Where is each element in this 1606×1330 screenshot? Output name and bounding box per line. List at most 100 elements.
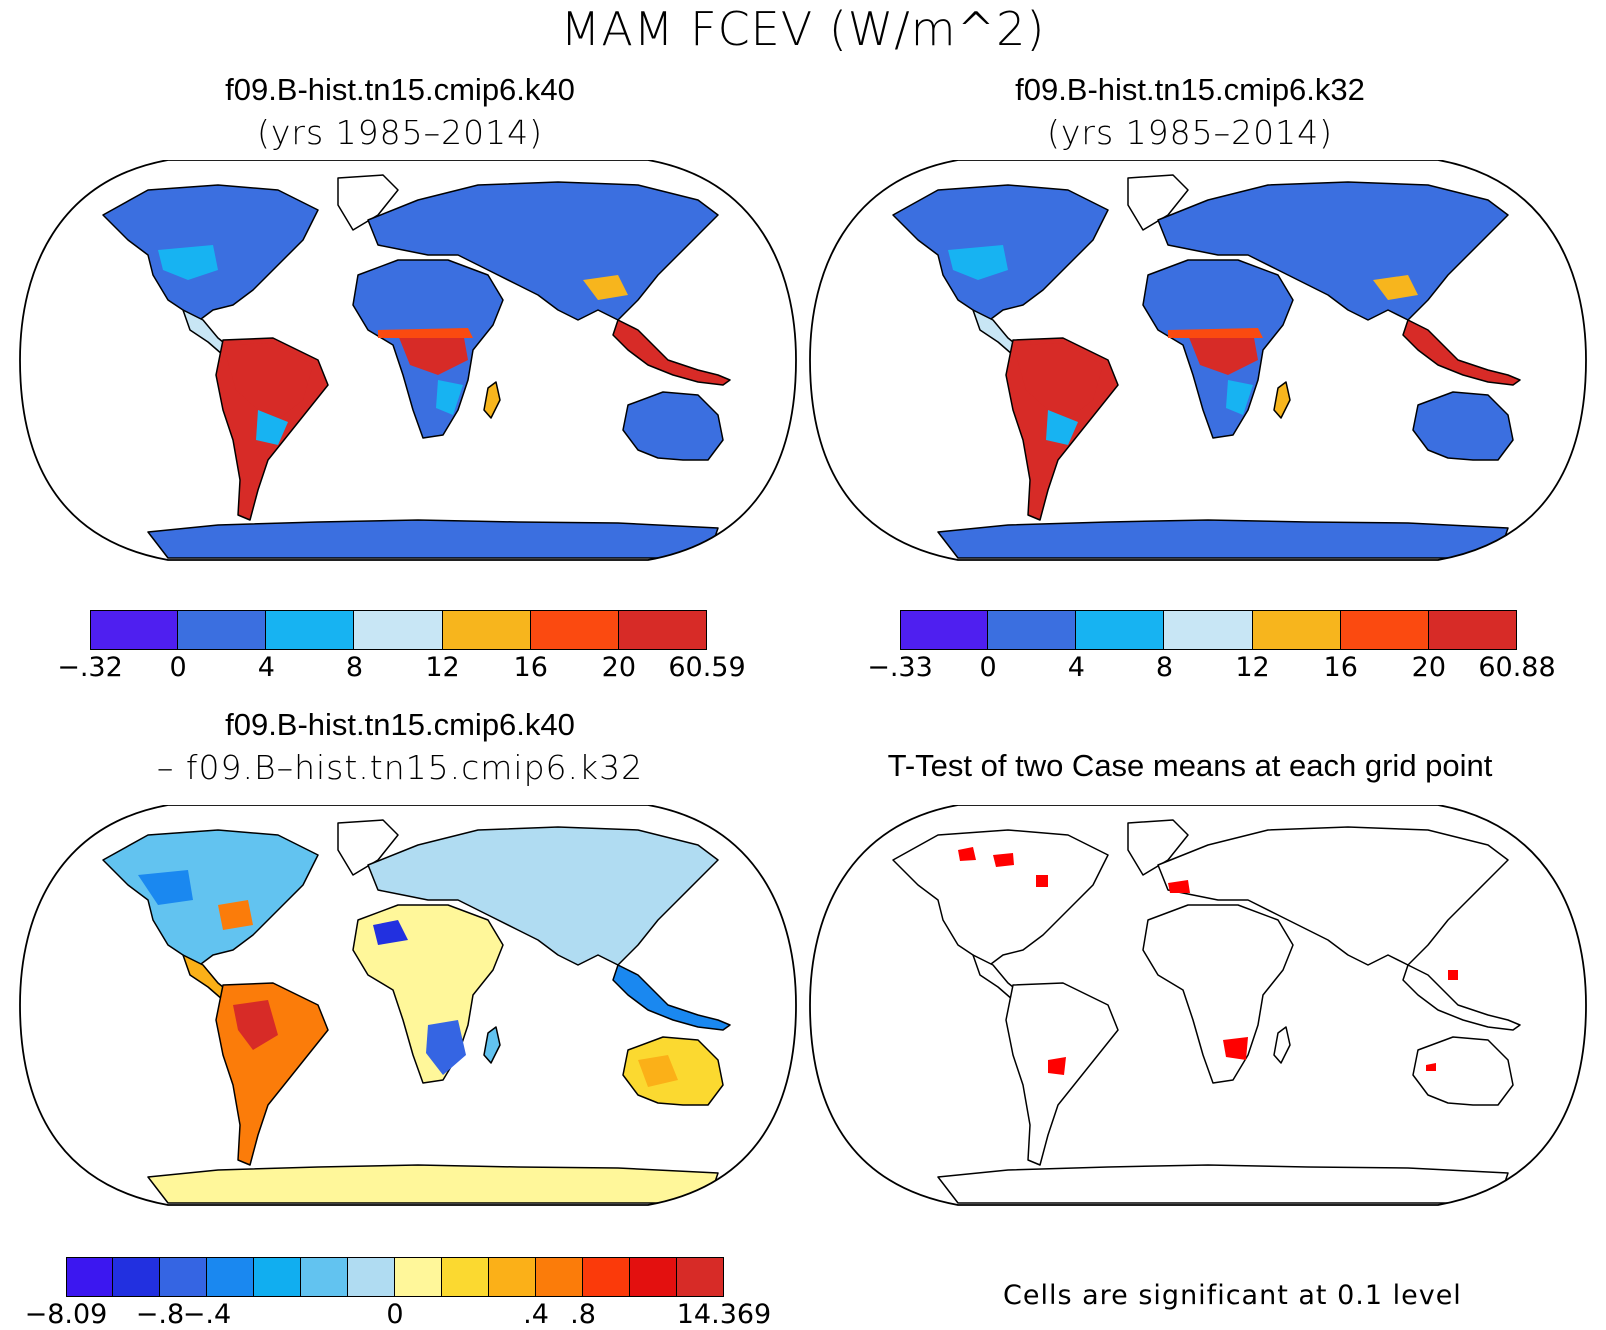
map-boundary <box>809 805 1587 1206</box>
landmass-antarctica <box>937 1164 1509 1204</box>
colorbar-tick-label: 4 <box>257 652 275 683</box>
field-patch <box>436 380 463 415</box>
field-patch <box>218 900 253 930</box>
colorbar-swatch <box>1164 610 1253 650</box>
colorbar-frame <box>90 610 707 650</box>
colorbar-swatch <box>583 1257 630 1297</box>
colorbar-swatch <box>618 610 707 650</box>
colorbar-swatch <box>354 610 443 650</box>
colorbar-swatch <box>395 1257 442 1297</box>
colorbar-swatch <box>90 610 179 650</box>
colorbar-tick-label: 4 <box>1067 652 1085 683</box>
colorbar-tick-label: 20 <box>601 652 637 683</box>
colorbar-tick-label: 14.369 <box>676 1299 772 1330</box>
landmass-madagascar <box>483 381 501 419</box>
field-patch <box>1448 970 1458 980</box>
landmass-antarctica <box>937 519 1509 559</box>
field-patch <box>638 1055 678 1087</box>
colorbar-tick-label: 60.59 <box>668 652 746 683</box>
colorbar-tick-label: 0 <box>386 1299 404 1330</box>
colorbar-swatch <box>1252 610 1341 650</box>
colorbar-swatch <box>630 1257 677 1297</box>
colorbar-tick-label: .4 <box>523 1299 549 1330</box>
colorbar-top-right: −.33 0 4 8 12 16 20 60.88 <box>867 610 1556 683</box>
landmass-madagascar <box>483 1026 501 1064</box>
colorbar-swatch <box>900 610 989 650</box>
colorbar-swatch <box>113 1257 160 1297</box>
colorbar-swatch <box>530 610 619 650</box>
map-top-right <box>809 160 1587 561</box>
colorbar-swatch <box>254 1257 301 1297</box>
colorbar-top-left: −.32 0 4 8 12 16 20 60.59 <box>57 610 746 683</box>
field-patch <box>233 1000 278 1050</box>
colorbar-tick-label: 16 <box>1323 652 1358 683</box>
landmass-seAsia <box>612 964 731 1031</box>
field-patch <box>958 847 976 861</box>
map-boundary <box>809 160 1587 561</box>
map-bottom-right <box>809 805 1587 1206</box>
colorbar-swatch <box>988 610 1077 650</box>
colorbar-swatch <box>207 1257 254 1297</box>
colorbar-frame <box>66 1257 724 1297</box>
landmass-greenland <box>337 819 399 876</box>
field-patch <box>1168 880 1190 893</box>
colorbar-tick-label: 12 <box>425 652 460 683</box>
bottom-left-title: f09.B-hist.tn15.cmip6.k40 <box>225 707 575 742</box>
field-patch <box>948 245 1008 280</box>
landmass-greenland <box>1127 174 1189 231</box>
field-patch <box>1036 875 1048 887</box>
field-patch <box>1168 328 1263 338</box>
field-patch <box>993 853 1014 867</box>
bottom-right-title: T-Test of two Case means at each grid po… <box>887 748 1493 783</box>
colorbar-swatch <box>160 1257 207 1297</box>
landmass-madagascar <box>1273 381 1291 419</box>
field-patch <box>426 1020 466 1075</box>
field-patch <box>378 328 473 338</box>
colorbar-swatch <box>442 1257 489 1297</box>
colorbar-tick-label: 20 <box>1411 652 1447 683</box>
landmass-greenland <box>337 174 399 231</box>
landmass-australia <box>1412 1036 1514 1106</box>
landmass-seAsia <box>612 319 731 386</box>
map-boundary <box>19 160 797 561</box>
colorbar-tick-label: 8 <box>345 652 364 683</box>
colorbar-swatch <box>301 1257 348 1297</box>
top-left-subtitle: (yrs 1985–2014) <box>257 113 543 152</box>
field-patch <box>373 920 408 945</box>
landmass-northAmerica <box>102 829 319 971</box>
colorbar-tick-label: −.4 <box>182 1299 232 1330</box>
map-bottom-left <box>19 805 797 1206</box>
field-patch <box>158 245 218 280</box>
landmass-australia <box>1412 391 1514 461</box>
field-patch <box>398 332 468 375</box>
colorbar-frame <box>900 610 1517 650</box>
colorbar-tick-label: −.33 <box>867 652 933 683</box>
field-patch <box>1223 1037 1248 1060</box>
colorbar-tick-label: −.8 <box>135 1299 185 1330</box>
figure-title: MAM FCEV (W/m^2) <box>560 2 1046 56</box>
landmass-seAsia <box>1402 964 1521 1031</box>
landmass-seAsia <box>1402 319 1521 386</box>
top-right-title: f09.B-hist.tn15.cmip6.k32 <box>1015 72 1365 107</box>
colorbar-swatch <box>266 610 355 650</box>
colorbar-swatch <box>536 1257 583 1297</box>
colorbar-bottom-left: −8.09 −.8 −.4 0 .4 .8 14.369 <box>25 1257 771 1330</box>
field-patch <box>256 410 288 445</box>
field-patch <box>1013 343 1103 418</box>
map-boundary <box>19 805 797 1206</box>
colorbar-tick-label: −.32 <box>57 652 123 683</box>
colorbar-swatch <box>677 1257 724 1297</box>
colorbar-swatch <box>66 1257 113 1297</box>
top-left-title: f09.B-hist.tn15.cmip6.k40 <box>225 72 575 107</box>
colorbar-tick-label: 8 <box>1155 652 1174 683</box>
colorbar-tick-label: −8.09 <box>24 1299 108 1330</box>
bottom-left-subtitle: – f09.B–hist.tn15.cmip6.k32 <box>156 748 644 787</box>
landmass-southAmerica <box>215 982 329 1166</box>
colorbar-tick-label: 60.88 <box>1478 652 1556 683</box>
colorbar-swatch <box>1340 610 1429 650</box>
field-patch <box>1048 1057 1066 1075</box>
landmass-antarctica <box>147 1164 719 1204</box>
map-top-left <box>19 160 797 561</box>
colorbar-tick-label: 0 <box>169 652 187 683</box>
landmass-madagascar <box>1273 1026 1291 1064</box>
